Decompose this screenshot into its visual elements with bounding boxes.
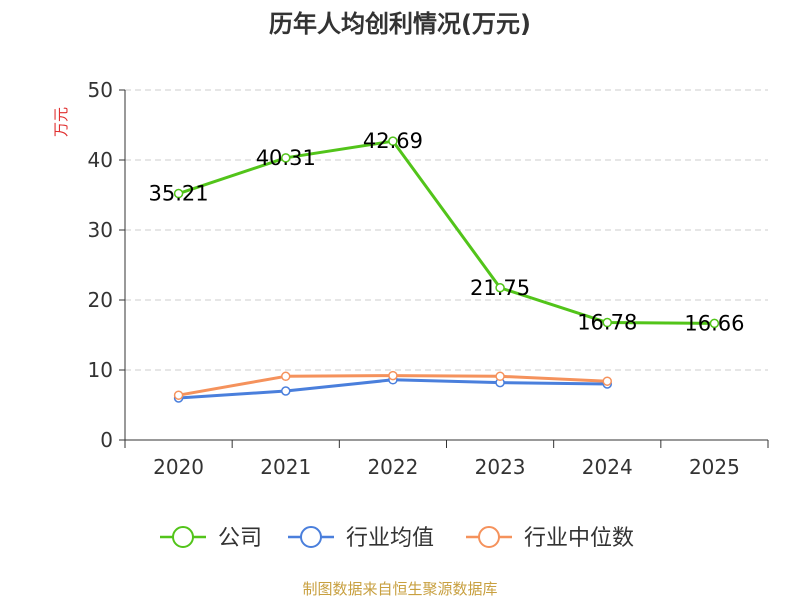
legend-label-2: 行业中位数 bbox=[524, 526, 634, 551]
data-label-2025: 16.66 bbox=[684, 311, 744, 335]
series-0-point-2022 bbox=[388, 136, 398, 146]
y-tick-label-40: 40 bbox=[88, 148, 113, 172]
y-axis-unit-label: 万元 bbox=[52, 107, 70, 137]
series-0-point-2020 bbox=[173, 188, 184, 199]
series-2-point-2024 bbox=[602, 376, 612, 386]
legend-marker-1 bbox=[300, 526, 322, 548]
gridlines bbox=[125, 89, 768, 371]
series-2-point-2023 bbox=[495, 371, 505, 382]
legend-item-2: 行业中位数 bbox=[466, 526, 634, 551]
chart-title: 历年人均创利情况(万元) bbox=[269, 10, 531, 38]
data-label-2024: 16.78 bbox=[577, 311, 637, 335]
x-tick-label-2023: 2023 bbox=[475, 455, 526, 479]
series-2-point-2021 bbox=[281, 371, 291, 382]
y-tick-label-0: 0 bbox=[100, 428, 113, 452]
series bbox=[173, 136, 720, 403]
legend-marker-2 bbox=[478, 526, 500, 548]
legend-label-1: 行业均值 bbox=[346, 526, 434, 551]
legend: 公司 行业均值 行业中位数 bbox=[160, 526, 634, 551]
y-tick-label-30: 30 bbox=[88, 218, 113, 242]
series-0-point-2023 bbox=[495, 283, 505, 293]
data-label-2023: 21.75 bbox=[470, 276, 530, 300]
x-tick-label-2022: 2022 bbox=[367, 455, 418, 479]
series-0-point-2025 bbox=[709, 318, 720, 329]
y-tick-label-50: 50 bbox=[88, 78, 113, 102]
legend-item-1: 行业均值 bbox=[288, 526, 434, 551]
series-1-point-2021 bbox=[281, 386, 291, 396]
series-0-point-2024 bbox=[602, 317, 612, 328]
x-tick-label-2020: 2020 bbox=[153, 455, 204, 479]
data-label-2020: 35.21 bbox=[149, 182, 209, 206]
source-note: 制图数据来自恒生聚源数据库 bbox=[302, 580, 497, 598]
y-tick-label-10: 10 bbox=[88, 358, 113, 382]
data-label-2021: 40.31 bbox=[256, 146, 316, 170]
legend-label-0: 公司 bbox=[218, 526, 262, 551]
axes: 0 10 20 30 40 50 2020 2021 2022 2023 2024 2025 bbox=[88, 78, 769, 479]
y-tick-label-20: 20 bbox=[88, 288, 113, 312]
x-tick-label-2021: 2021 bbox=[260, 455, 311, 479]
series-2-point-2022 bbox=[388, 370, 398, 381]
legend-marker-0 bbox=[172, 526, 194, 548]
data-label-2022: 42.69 bbox=[363, 129, 423, 153]
series-line-0 bbox=[177, 139, 716, 325]
data-labels: 35.21 40.31 42.69 21.75 16.78 16.66 bbox=[149, 129, 745, 335]
x-tick-label-2025: 2025 bbox=[689, 455, 740, 479]
series-2-point-2020 bbox=[173, 390, 184, 400]
legend-item-0: 公司 bbox=[160, 526, 262, 551]
series-0-point-2021 bbox=[281, 153, 291, 163]
x-tick-label-2024: 2024 bbox=[582, 455, 633, 479]
